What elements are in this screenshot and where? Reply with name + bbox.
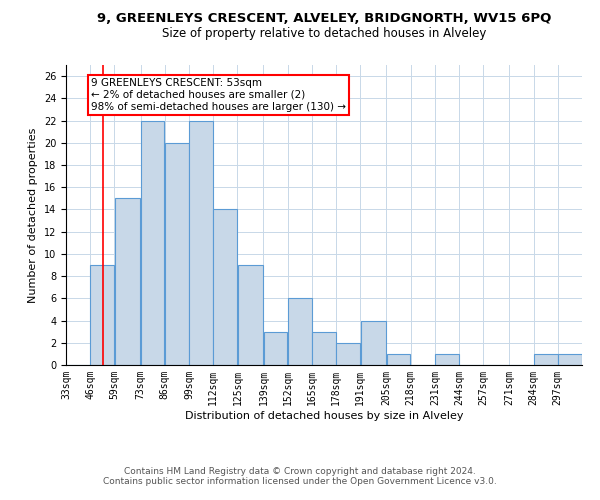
- Bar: [214, 210, 237, 365]
- Bar: [361, 320, 386, 365]
- Bar: [91, 265, 114, 365]
- Text: Contains HM Land Registry data © Crown copyright and database right 2024.: Contains HM Land Registry data © Crown c…: [124, 467, 476, 476]
- Text: Size of property relative to detached houses in Alveley: Size of property relative to detached ho…: [162, 28, 486, 40]
- Bar: [312, 332, 336, 365]
- X-axis label: Distribution of detached houses by size in Alveley: Distribution of detached houses by size …: [185, 410, 463, 420]
- Text: 9 GREENLEYS CRESCENT: 53sqm
← 2% of detached houses are smaller (2)
98% of semi-: 9 GREENLEYS CRESCENT: 53sqm ← 2% of deta…: [91, 78, 346, 112]
- Bar: [386, 354, 410, 365]
- Bar: [141, 120, 164, 365]
- Bar: [337, 343, 360, 365]
- Bar: [165, 143, 188, 365]
- Bar: [558, 354, 582, 365]
- Y-axis label: Number of detached properties: Number of detached properties: [28, 128, 38, 302]
- Text: 9, GREENLEYS CRESCENT, ALVELEY, BRIDGNORTH, WV15 6PQ: 9, GREENLEYS CRESCENT, ALVELEY, BRIDGNOR…: [97, 12, 551, 26]
- Bar: [238, 265, 263, 365]
- Bar: [288, 298, 311, 365]
- Bar: [115, 198, 140, 365]
- Bar: [189, 120, 213, 365]
- Bar: [534, 354, 557, 365]
- Bar: [264, 332, 287, 365]
- Bar: [435, 354, 459, 365]
- Text: Contains public sector information licensed under the Open Government Licence v3: Contains public sector information licen…: [103, 477, 497, 486]
